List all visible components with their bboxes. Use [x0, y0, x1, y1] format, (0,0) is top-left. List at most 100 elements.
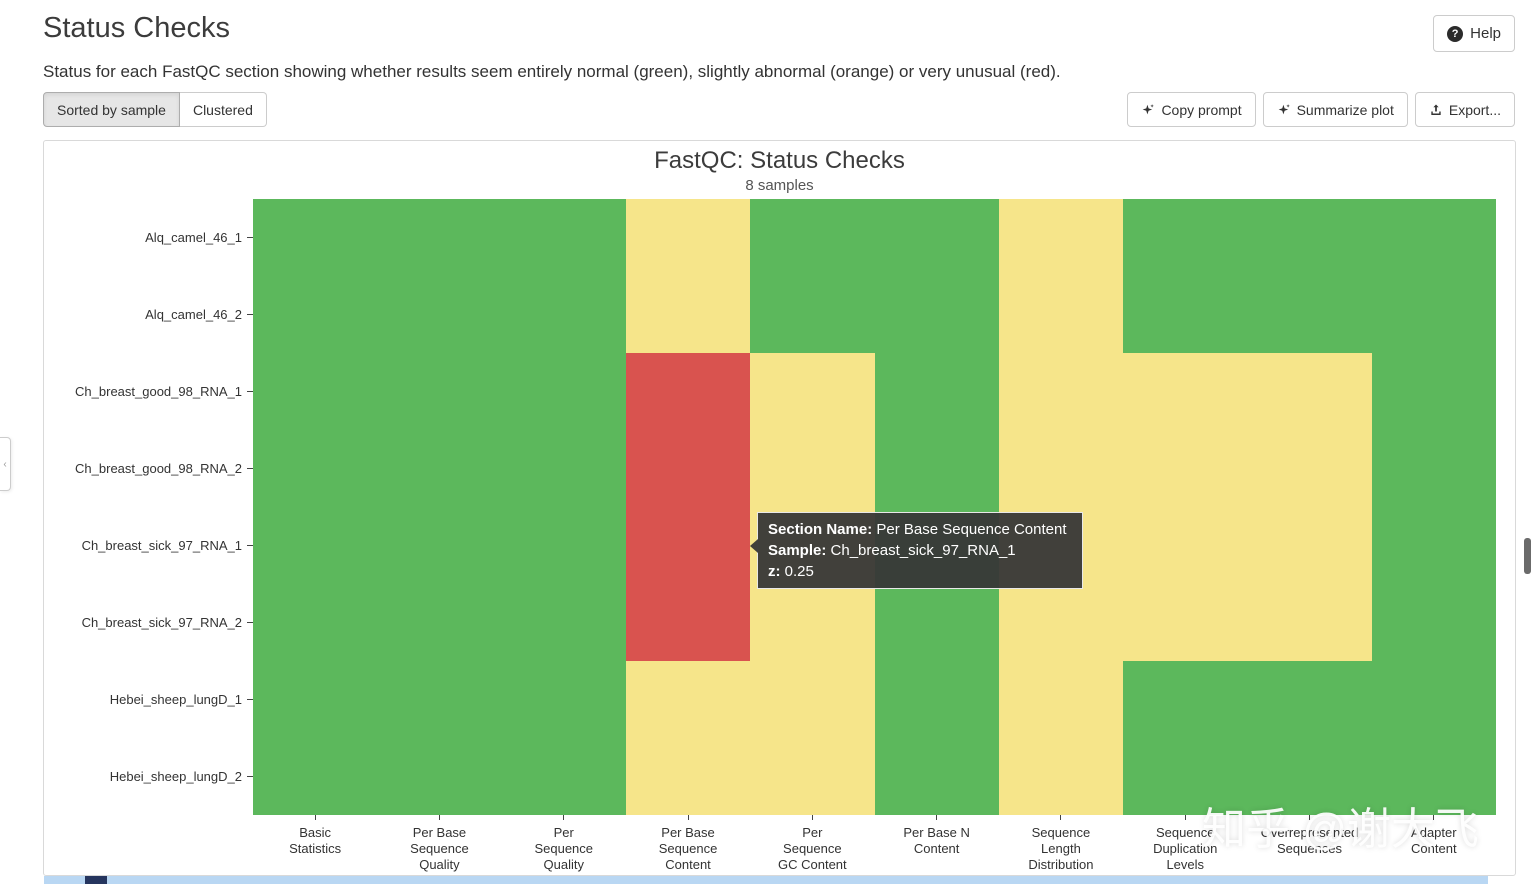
heatmap-cell[interactable] — [1123, 353, 1248, 430]
x-tick — [314, 815, 316, 820]
export-label: Export... — [1448, 101, 1501, 118]
heatmap-cell[interactable] — [750, 738, 875, 815]
heatmap-cell[interactable] — [625, 353, 751, 430]
heatmap-cell[interactable] — [377, 507, 502, 584]
x-tick — [1060, 815, 1062, 820]
heatmap-cell[interactable] — [1247, 199, 1372, 276]
heatmap-cell[interactable] — [1123, 507, 1248, 584]
heatmap-cell[interactable] — [1123, 661, 1248, 738]
heatmap-cell[interactable] — [253, 430, 378, 507]
chart-subtitle: 8 samples — [745, 177, 814, 194]
heatmap-cell[interactable] — [253, 584, 378, 661]
heatmap-cell[interactable] — [501, 430, 626, 507]
heatmap-cell[interactable] — [625, 507, 751, 584]
heatmap-cell[interactable] — [1371, 353, 1496, 430]
heatmap-cell[interactable] — [253, 661, 378, 738]
heatmap-cell[interactable] — [1123, 584, 1248, 661]
heatmap-cell[interactable] — [377, 661, 502, 738]
heatmap-cell[interactable] — [750, 584, 875, 661]
heatmap-cell[interactable] — [874, 584, 999, 661]
tooltip-caret-icon — [750, 539, 758, 553]
heatmap-cell[interactable] — [625, 276, 751, 353]
heatmap-cell[interactable] — [501, 661, 626, 738]
heatmap-cell[interactable] — [253, 353, 378, 430]
sidebar-toggle-handle[interactable]: ‹ — [0, 437, 11, 491]
heatmap-cell[interactable] — [1371, 661, 1496, 738]
heatmap-cell[interactable] — [750, 276, 875, 353]
heatmap-cell[interactable] — [998, 353, 1124, 430]
heatmap-cell[interactable] — [253, 738, 378, 815]
heatmap-cell[interactable] — [750, 353, 875, 430]
heatmap-cell[interactable] — [377, 276, 502, 353]
heatmap-cell[interactable] — [874, 430, 999, 507]
heatmap-cell[interactable] — [1247, 584, 1372, 661]
column-label: Adapter Content — [1372, 815, 1496, 873]
heatmap-cell[interactable] — [998, 738, 1124, 815]
heatmap-cell[interactable] — [1247, 507, 1372, 584]
scrollbar-thumb[interactable] — [1524, 538, 1531, 574]
x-tick — [438, 815, 440, 820]
heatmap-cell[interactable] — [501, 584, 626, 661]
heatmap-cell[interactable] — [1371, 507, 1496, 584]
y-tick — [247, 468, 253, 469]
heatmap-cell[interactable] — [377, 738, 502, 815]
heatmap-cell[interactable] — [1371, 738, 1496, 815]
heatmap-cell[interactable] — [1371, 276, 1496, 353]
heatmap-cell[interactable] — [1371, 584, 1496, 661]
heatmap-cell[interactable] — [501, 353, 626, 430]
help-icon: ? — [1447, 25, 1464, 42]
heatmap-cell[interactable] — [750, 661, 875, 738]
heatmap-cell[interactable] — [377, 430, 502, 507]
heatmap-cell[interactable] — [998, 430, 1124, 507]
heatmap-cell[interactable] — [874, 661, 999, 738]
heatmap-cell[interactable] — [501, 738, 626, 815]
heatmap-cell[interactable] — [377, 584, 502, 661]
heatmap-cell[interactable] — [625, 738, 751, 815]
row-label: Hebei_sheep_lungD_1 — [44, 661, 253, 738]
export-button[interactable]: Export... — [1414, 92, 1515, 127]
heatmap-cell[interactable] — [750, 430, 875, 507]
heatmap-cell[interactable] — [998, 199, 1124, 276]
heatmap-cell[interactable] — [1247, 661, 1372, 738]
heatmap-cell[interactable] — [1247, 430, 1372, 507]
copy-prompt-button[interactable]: Copy prompt — [1127, 92, 1256, 127]
heatmap-cell[interactable] — [253, 276, 378, 353]
heatmap-cell[interactable] — [874, 276, 999, 353]
sorted-by-sample-button[interactable]: Sorted by sample — [43, 92, 180, 127]
heatmap-cell[interactable] — [998, 584, 1124, 661]
heatmap-cell[interactable] — [1371, 199, 1496, 276]
x-tick — [1309, 815, 1311, 820]
heatmap-cell[interactable] — [501, 276, 626, 353]
heatmap-cell[interactable] — [253, 199, 378, 276]
heatmap-cell[interactable] — [625, 584, 751, 661]
heatmap-cell[interactable] — [1123, 276, 1248, 353]
heatmap-cell[interactable] — [874, 738, 999, 815]
heatmap-cell[interactable] — [377, 353, 502, 430]
help-button[interactable]: ? Help — [1433, 15, 1515, 52]
clustered-button[interactable]: Clustered — [179, 92, 267, 127]
heatmap-cell[interactable] — [625, 199, 751, 276]
heatmap-cell[interactable] — [1247, 276, 1372, 353]
heatmap-cell[interactable] — [1247, 738, 1372, 815]
heatmap-cell[interactable] — [253, 507, 378, 584]
copy-prompt-label: Copy prompt — [1161, 101, 1242, 118]
heatmap-cell[interactable] — [625, 661, 751, 738]
heatmap-cell[interactable] — [377, 199, 502, 276]
heatmap-cell[interactable] — [1123, 430, 1248, 507]
heatmap-cell[interactable] — [625, 430, 751, 507]
heatmap-cell[interactable] — [1123, 738, 1248, 815]
heatmap-cell[interactable] — [501, 507, 626, 584]
heatmap-cell[interactable] — [874, 353, 999, 430]
heatmap-cell[interactable] — [750, 199, 875, 276]
heatmap-cell[interactable] — [501, 199, 626, 276]
heatmap-cell[interactable] — [998, 276, 1124, 353]
heatmap-cell[interactable] — [998, 661, 1124, 738]
heatmap-cell[interactable] — [1247, 353, 1372, 430]
summarize-plot-button[interactable]: Summarize plot — [1262, 92, 1408, 127]
heatmap-cell[interactable] — [1123, 199, 1248, 276]
x-tick — [1433, 815, 1435, 820]
x-tick — [811, 815, 813, 820]
heatmap-cell[interactable] — [874, 199, 999, 276]
heatmap-cell[interactable] — [1371, 430, 1496, 507]
sort-toggle-group: Sorted by sample Clustered — [43, 92, 267, 127]
